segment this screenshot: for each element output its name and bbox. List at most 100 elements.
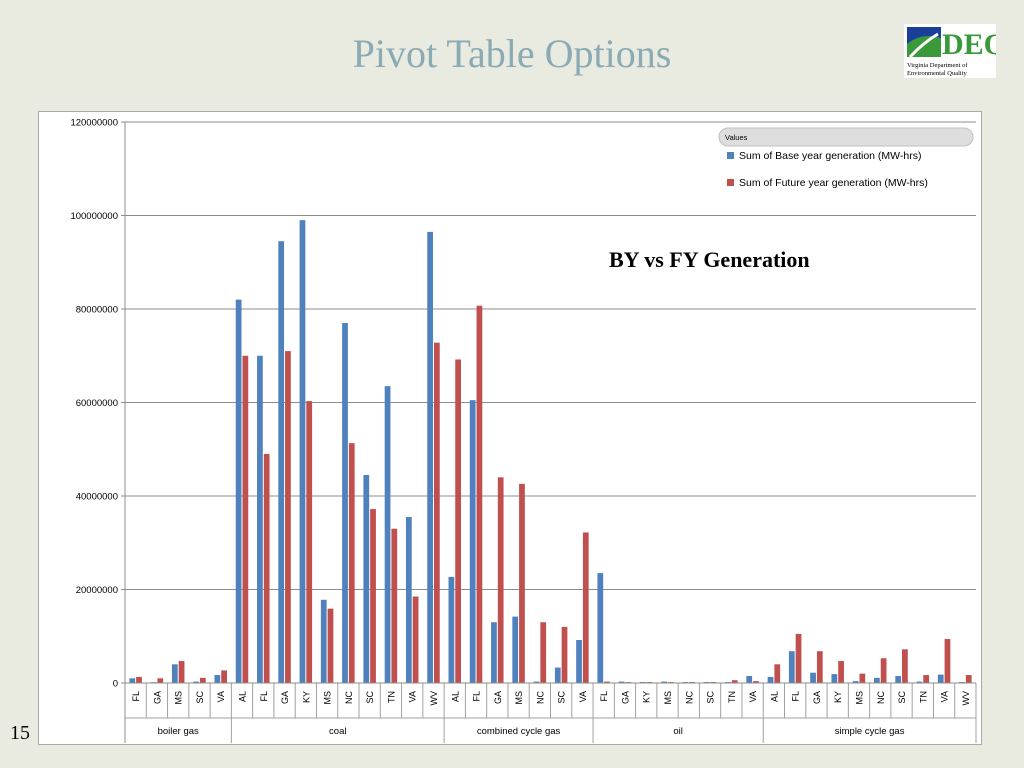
bar: [788, 651, 795, 683]
bar: [816, 651, 823, 683]
x-tick-label: SC: [897, 691, 907, 704]
bar: [852, 681, 859, 683]
x-tick-label: SC: [557, 691, 567, 704]
bar: [831, 674, 838, 683]
x-tick-label: SC: [365, 691, 375, 704]
x-tick-label: MS: [663, 691, 673, 705]
x-tick-label: FL: [791, 691, 801, 702]
y-tick-label: 120000000: [70, 118, 118, 129]
bar: [561, 626, 568, 683]
x-tick-label: GA: [493, 691, 503, 704]
group-label: coal: [329, 726, 346, 737]
x-tick-label: VA: [408, 691, 418, 702]
bar: [661, 681, 668, 683]
y-tick-label: 40000000: [76, 492, 118, 503]
chart-annotation: BY vs FY Generation: [609, 247, 810, 272]
legend-label: Sum of Future year generation (MW-hrs): [739, 177, 928, 189]
bar: [193, 681, 199, 683]
bar: [618, 681, 625, 683]
bar: [278, 241, 285, 683]
group-label: simple cycle gas: [835, 726, 905, 737]
bar: [753, 681, 759, 683]
bar: [944, 639, 951, 683]
x-tick-label: VA: [940, 691, 950, 702]
x-tick-label: VA: [216, 691, 226, 702]
bar: [320, 599, 327, 683]
x-tick-label: NC: [344, 691, 354, 704]
bar: [582, 532, 589, 683]
bar: [391, 528, 398, 683]
x-tick-label: KY: [642, 691, 652, 703]
bar: [895, 675, 902, 683]
bar: [497, 477, 504, 683]
bar: [874, 677, 880, 683]
bar: [604, 681, 610, 683]
x-tick-label: TN: [727, 691, 737, 703]
logo-wordmark: DEQ: [942, 28, 996, 61]
bar: [136, 676, 142, 683]
bar: [902, 649, 908, 683]
bar: [810, 672, 816, 683]
bar: [469, 400, 476, 683]
x-tick-label: AL: [769, 691, 779, 702]
bar: [199, 677, 206, 683]
deq-logo: DEQ Virginia Department of Environmental…: [904, 24, 996, 78]
x-tick-label: NC: [535, 691, 545, 704]
x-tick-label: TN: [918, 691, 928, 703]
bar: [299, 220, 306, 684]
legend-title: Values: [725, 133, 748, 142]
bar: [363, 474, 370, 683]
bar: [306, 401, 313, 683]
bar: [157, 678, 164, 683]
slide-title: Pivot Table Options: [352, 31, 672, 76]
bar: [774, 664, 781, 683]
bar: [235, 299, 242, 683]
legend-swatch: [727, 179, 734, 186]
x-tick-label: FL: [131, 691, 141, 702]
bar: [405, 517, 412, 683]
x-tick-label: AL: [450, 691, 460, 702]
logo-line-2: Environmental Quality: [907, 70, 968, 77]
legend-header: [718, 127, 974, 147]
x-tick-label: MS: [514, 691, 524, 705]
x-tick-label: GA: [280, 691, 290, 704]
bar: [327, 608, 334, 683]
bar: [285, 351, 291, 683]
bar: [923, 675, 930, 683]
bar: [965, 675, 972, 683]
bar: [384, 386, 391, 683]
bar: [795, 633, 802, 683]
x-tick-label: GA: [152, 691, 162, 704]
bar: [491, 622, 497, 683]
y-tick-label: 80000000: [76, 305, 118, 316]
group-label: boiler gas: [158, 726, 199, 737]
bar: [916, 681, 923, 683]
bar: [257, 355, 263, 683]
x-tick-label: NC: [684, 691, 694, 704]
y-tick-label: 0: [113, 679, 118, 690]
bar: [937, 674, 944, 683]
bar: [519, 483, 525, 683]
x-tick-label: FL: [472, 691, 482, 702]
bar: [221, 670, 227, 683]
legend-label: Sum of Base year generation (MW-hrs): [739, 150, 921, 162]
bar: [342, 323, 348, 683]
x-tick-label: KY: [301, 691, 311, 703]
x-tick-label: MS: [323, 691, 333, 705]
bar: [476, 305, 483, 683]
bar-chart: 0 20000000 40000000 60000000 80000000 1000000…: [70, 118, 977, 743]
chart-container: 0 20000000 40000000 60000000 80000000 1000000…: [38, 111, 982, 745]
legend-swatch: [727, 152, 734, 159]
bar: [554, 667, 561, 683]
x-tick-label: AL: [238, 691, 248, 702]
x-tick-label: TN: [386, 691, 396, 703]
x-tick-label: FL: [259, 691, 269, 702]
bar: [533, 681, 540, 683]
bar: [412, 596, 419, 683]
bar: [540, 622, 547, 683]
bar: [171, 664, 178, 683]
x-tick-label: FL: [599, 691, 609, 702]
logo-line-1: Virginia Department of: [907, 62, 968, 69]
y-tick-label: 20000000: [76, 585, 118, 596]
x-tick-label: GA: [812, 691, 822, 704]
